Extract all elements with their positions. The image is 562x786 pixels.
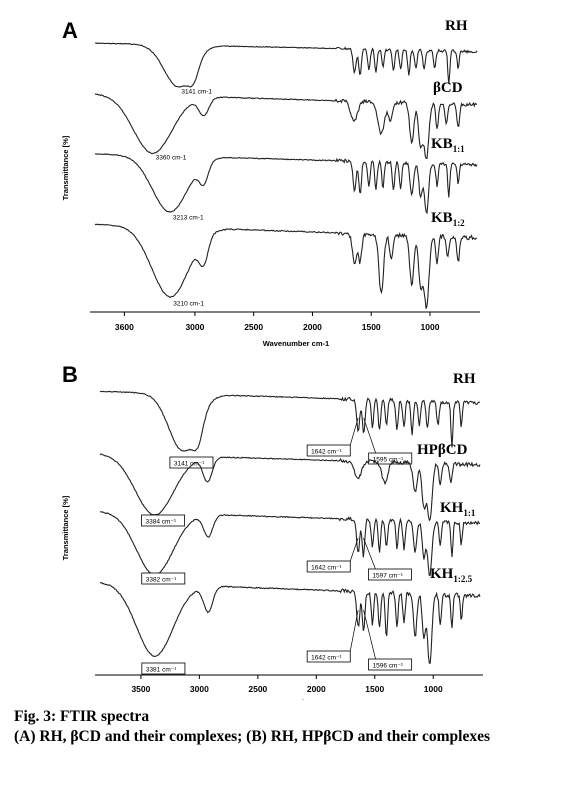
ftir-figure: A 3600 3000 2500 2000 1500 1000 Wavenumber cm-1… (61, 18, 483, 700)
series-label: KH1:1 (440, 500, 476, 518)
x-tick-label: 3600 (115, 322, 134, 332)
annotation-arrow (349, 609, 359, 652)
annotation-label: 3384 cm⁻¹ (145, 519, 176, 526)
x-tick-label: 1000 (421, 322, 440, 332)
annotation-box (141, 572, 186, 585)
series-label: HPβCD (417, 442, 468, 458)
annotation-label: 3381 cm⁻¹ (146, 667, 177, 674)
y-axis-label: Transmittance [%] (61, 495, 70, 560)
series-label: KB1:1 (431, 136, 465, 154)
series-line-kh11 (99, 511, 480, 576)
x-tick-label: 1000 (424, 684, 443, 694)
x-tick-label: 2000 (307, 684, 326, 694)
series-label: KH1:2.5 (430, 566, 473, 584)
x-axis-label: Wavenumber cm-1 (263, 339, 329, 348)
panel-A: A 3600 3000 2500 2000 1500 1000 Wavenumber cm-1… (61, 18, 480, 348)
x-axis-label: Wavenumber cm-1 (267, 698, 333, 700)
series-label: KB1:2 (431, 210, 465, 228)
series-label: RH (445, 18, 468, 34)
annotation-label: 3141 cm⁻¹ (174, 461, 205, 468)
annotation-box (141, 662, 186, 675)
annotation-arrow (349, 417, 359, 446)
series-label: RH (453, 371, 476, 387)
y-axis-label: Transmittance [%] (61, 135, 70, 200)
series-line-rh (94, 42, 478, 88)
series-line-kb11 (95, 153, 478, 215)
figure-caption: Fig. 3: FTIR spectra (A) RH, βCD and the… (14, 707, 550, 747)
annotation-label: 3210 cm-1 (173, 301, 204, 308)
annotation-label: 1642 cm⁻¹ (311, 655, 342, 662)
annotation-box (306, 444, 351, 457)
annotation-box (141, 514, 185, 527)
caption-text: (A) RH, βCD and their complexes; (B) RH,… (14, 728, 490, 745)
panel-B: B 3500 3000 2500 2000 1500 1000 Wavenumber cm-1… (61, 362, 483, 700)
x-tick-label: 1500 (362, 322, 381, 332)
x-tick-label: 1500 (365, 684, 384, 694)
annotation-arrow (363, 609, 376, 660)
annotation-box (306, 650, 351, 663)
series-line-kh125 (99, 581, 481, 664)
annotation-label: 3360 cm-1 (156, 155, 187, 162)
annotation-label: 1595 cm⁻¹ (373, 457, 404, 464)
series-line-hpcd (99, 453, 481, 522)
panel-letter-A: A (62, 18, 78, 43)
x-tick-label: 3500 (131, 684, 150, 694)
series-line-cd (94, 93, 477, 160)
annotation-box (368, 658, 413, 671)
x-tick-label: 3000 (185, 322, 204, 332)
caption-title: Fig. 3: FTIR spectra (14, 708, 150, 725)
annotation-arrow (349, 537, 359, 562)
panel-letter-B: B (62, 362, 78, 387)
annotation-label: 1597 cm⁻¹ (372, 573, 403, 580)
x-tick-label: 2500 (244, 322, 263, 332)
annotation-box (169, 456, 214, 469)
annotation-label: 1596 cm⁻¹ (373, 663, 404, 670)
series-line-rh (99, 390, 481, 452)
annotation-arrow (363, 417, 376, 454)
annotation-box (306, 560, 351, 573)
x-tick-label: 2000 (303, 322, 322, 332)
series-line-kb12 (94, 223, 478, 309)
annotation-box (368, 568, 412, 581)
annotation-label: 3213 cm-1 (173, 215, 204, 222)
series-label: βCD (433, 80, 463, 96)
annotation-label: 3141 cm-1 (181, 89, 212, 96)
annotation-label: 1642 cm⁻¹ (311, 449, 342, 456)
annotation-label: 3382 cm⁻¹ (146, 577, 177, 584)
annotation-arrow (363, 537, 376, 570)
annotation-label: 1642 cm⁻¹ (311, 565, 342, 572)
x-tick-label: 3000 (190, 684, 209, 694)
x-tick-label: 2500 (248, 684, 267, 694)
